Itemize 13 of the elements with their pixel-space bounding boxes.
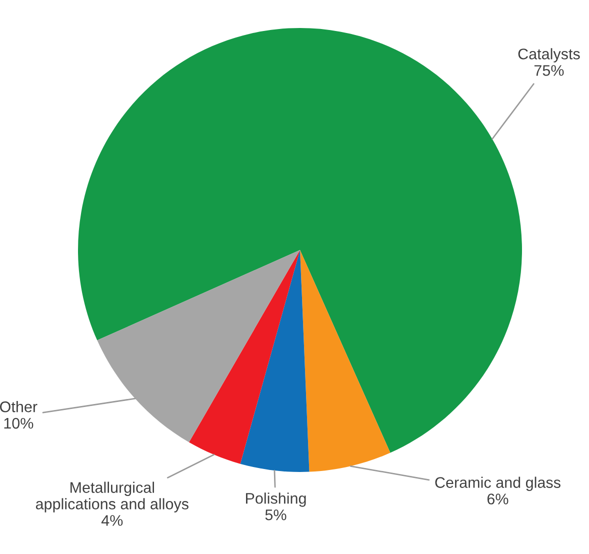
pie-slice (300, 250, 390, 472)
data-label: 4% (101, 515, 123, 526)
pie-slice (240, 250, 310, 472)
slice-label: Metallurgical applications and alloys (36, 482, 188, 512)
data-label: 75% (534, 65, 564, 76)
slice-label: Ceramic and glass (435, 476, 560, 491)
slice-label: Polishing (246, 492, 306, 507)
data-label: 6% (487, 494, 508, 504)
slice-label: Other (0, 401, 38, 412)
data-label: 5% (265, 510, 286, 520)
data-label: 10% (4, 418, 34, 429)
slice-label: Catalysts (518, 48, 580, 62)
pie-slice (189, 250, 300, 464)
